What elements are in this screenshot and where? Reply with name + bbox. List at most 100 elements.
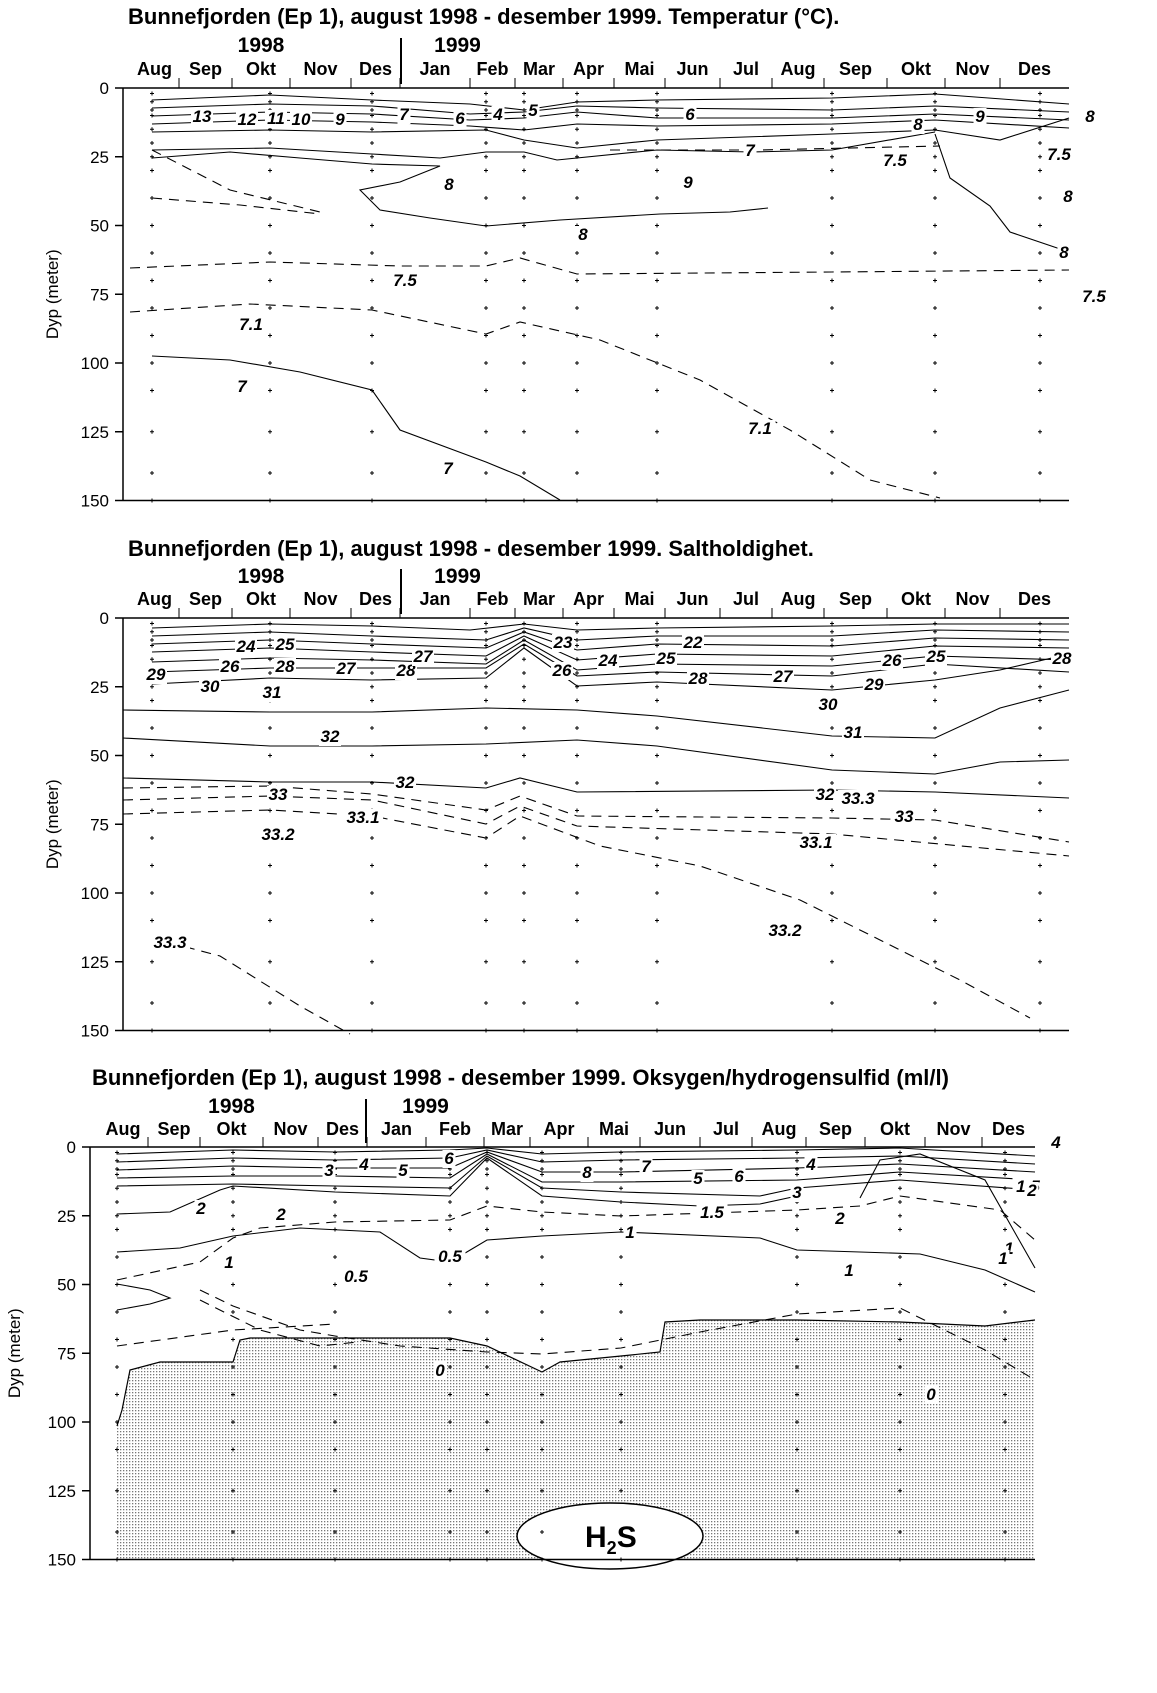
sample-point — [1038, 429, 1042, 434]
sample-point — [370, 671, 374, 675]
sample-point — [619, 1213, 623, 1218]
contour-label-bg — [491, 106, 505, 124]
contour-label: 6 — [685, 105, 695, 124]
y-tick-label: 25 — [57, 1207, 76, 1226]
sample-point — [540, 1255, 544, 1259]
sample-point — [1038, 629, 1042, 634]
sample-point — [1038, 196, 1042, 200]
sample-point — [1003, 1213, 1007, 1218]
h2s-ellipse — [516, 1502, 704, 1570]
sample-point — [830, 429, 834, 434]
sample-point — [830, 891, 834, 895]
sample-point — [150, 108, 154, 112]
sample-point — [150, 1001, 154, 1005]
sample-point — [1038, 959, 1042, 964]
y-axis-label: Dyp (meter) — [43, 249, 62, 339]
sample-point — [575, 91, 579, 96]
sample-point — [448, 1447, 452, 1452]
sample-point — [1038, 1001, 1042, 1005]
sample-point — [619, 1227, 623, 1232]
sample-point — [370, 959, 374, 964]
contour-label: 26 — [220, 657, 240, 676]
sample-point — [1038, 471, 1042, 475]
sample-point — [830, 99, 834, 104]
contour-label-bg — [150, 934, 190, 952]
sample-point — [1003, 1310, 1007, 1314]
sample-point — [619, 1365, 623, 1369]
sample-point — [268, 99, 272, 104]
sample-point — [619, 1488, 623, 1493]
sample-point — [830, 629, 834, 634]
sample-point — [540, 1282, 544, 1287]
contour-label-bg — [681, 174, 695, 192]
contour-label-bg — [879, 152, 911, 170]
sample-point — [575, 306, 579, 310]
sample-point — [448, 1227, 452, 1232]
sample-point — [522, 891, 526, 895]
sample-point — [933, 1028, 937, 1033]
contour-label: 4 — [805, 1155, 816, 1174]
sample-point — [522, 333, 526, 338]
contour-line — [151, 627, 1070, 641]
contour-label-bg — [1061, 188, 1075, 206]
contour-label: 7.5 — [393, 271, 417, 290]
month-label: Apr — [573, 589, 604, 609]
contour-line — [151, 355, 561, 501]
sample-point — [522, 621, 526, 626]
sample-point — [268, 278, 272, 283]
sample-point — [933, 99, 937, 104]
sample-point — [575, 629, 579, 634]
contour-label-bg — [924, 1386, 938, 1404]
contour-label: 5 — [528, 101, 538, 120]
sample-point — [150, 918, 154, 923]
sample-point — [522, 306, 526, 310]
contour-line — [151, 131, 936, 161]
sample-point — [795, 1310, 799, 1314]
sample-point — [1003, 1186, 1007, 1191]
sample-point — [150, 471, 154, 475]
sample-point — [150, 657, 154, 662]
month-label: Jun — [654, 1119, 686, 1139]
sample-point — [619, 1158, 623, 1163]
sample-point — [830, 388, 834, 393]
contour-label: 24 — [236, 637, 256, 656]
sample-point — [1038, 127, 1042, 132]
sample-point — [484, 388, 488, 393]
sample-point — [370, 306, 374, 310]
sample-point — [231, 1488, 235, 1493]
sample-point — [522, 108, 526, 112]
contour-label: 7 — [237, 377, 248, 396]
sample-point — [830, 127, 834, 132]
month-label: Mar — [491, 1119, 523, 1139]
sample-point — [150, 196, 154, 200]
contour-label-bg — [322, 1162, 336, 1180]
sample-point — [575, 113, 579, 118]
contour-label: 7.5 — [1082, 287, 1106, 306]
contour-label: 28 — [396, 661, 416, 680]
year-label-1998: 1998 — [208, 1095, 255, 1118]
contour-label-bg — [442, 1150, 456, 1168]
contour-label: 9 — [975, 107, 985, 126]
sample-point — [655, 388, 659, 393]
month-label: Okt — [880, 1119, 910, 1139]
contour-label-bg — [258, 826, 298, 844]
y-tick-label: 0 — [67, 1138, 76, 1157]
sample-point — [655, 1001, 659, 1005]
sample-point — [268, 918, 272, 923]
contour-label: 2 — [275, 1205, 286, 1224]
sample-point — [655, 643, 659, 648]
sample-point — [933, 698, 937, 703]
contour-line — [116, 1149, 1036, 1165]
contour-label-bg — [274, 1206, 288, 1224]
sample-point — [1038, 891, 1042, 895]
sample-point — [484, 684, 488, 689]
sample-point — [575, 429, 579, 434]
sample-point — [231, 1150, 235, 1155]
sample-point — [150, 753, 154, 758]
sample-point — [268, 671, 272, 675]
sample-point — [231, 1392, 235, 1397]
sample-point — [1038, 388, 1042, 393]
contour-label: 25 — [926, 647, 946, 666]
sample-point — [268, 471, 272, 475]
sample-point — [1003, 1557, 1007, 1562]
